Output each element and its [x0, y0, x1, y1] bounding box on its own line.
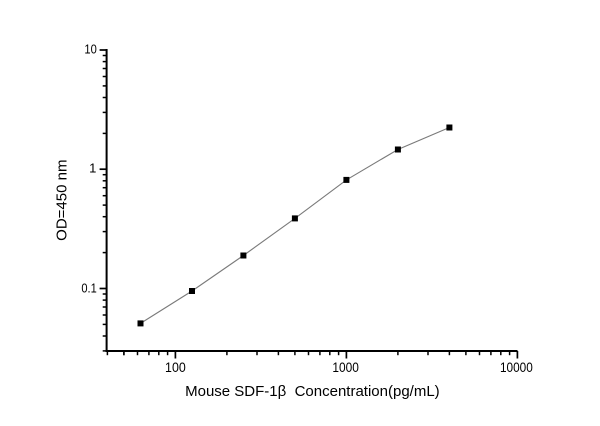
- svg-text:0.1: 0.1: [81, 281, 96, 296]
- svg-text:1: 1: [89, 161, 96, 176]
- svg-text:Mouse SDF-1β Concentration(pg: Mouse SDF-1β Concentration(pg/mL): [185, 383, 440, 400]
- svg-text:10: 10: [84, 41, 96, 56]
- svg-text:100: 100: [165, 359, 186, 375]
- svg-text:10000: 10000: [500, 359, 533, 375]
- svg-text:OD=450 nm: OD=450 nm: [53, 160, 70, 241]
- svg-text:1000: 1000: [332, 359, 359, 375]
